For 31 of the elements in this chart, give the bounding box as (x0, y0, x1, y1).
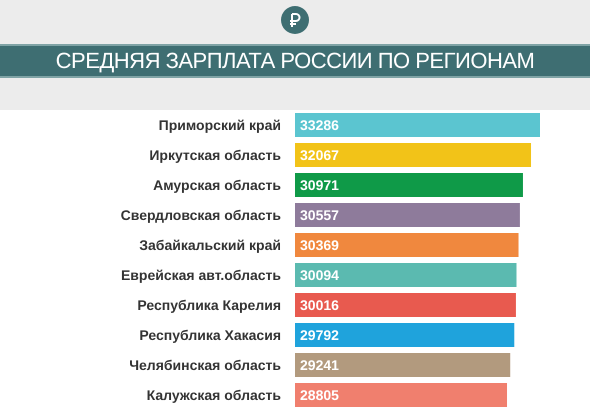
data-label: 30557 (300, 206, 340, 223)
y-tick-label: Иркутская область (149, 146, 282, 163)
data-label: 30971 (300, 176, 340, 193)
y-tick-label: Республика Хакасия (139, 326, 281, 343)
y-tick-label: Свердловская область (120, 206, 282, 223)
y-tick-label: Амурская область (153, 176, 282, 193)
y-tick-label: Челябинская область (129, 356, 282, 373)
y-tick-label: Еврейская авт.область (120, 266, 282, 283)
y-tick-label: Республика Карелия (137, 296, 281, 313)
bar (295, 143, 532, 167)
y-tick-label: Забайкальский край (139, 236, 281, 253)
data-label: 30016 (300, 296, 340, 313)
data-label: 30094 (300, 266, 340, 283)
chart-title: СРЕДНЯЯ ЗАРПЛАТА РОССИИ ПО РЕГИОНАМ (0, 44, 590, 78)
data-label: 30369 (300, 236, 340, 253)
bar (295, 113, 540, 137)
data-label: 33286 (300, 116, 340, 133)
bar (295, 203, 520, 227)
data-label: 28805 (300, 386, 340, 403)
data-label: 29792 (300, 326, 340, 343)
y-tick-label: Калужская область (146, 386, 282, 403)
bar (295, 263, 517, 287)
bar (295, 323, 514, 347)
y-tick-label: Приморский край (158, 116, 281, 133)
data-label: 32067 (300, 146, 340, 163)
data-label: 29241 (300, 356, 340, 373)
bar (295, 233, 519, 257)
bar (295, 173, 523, 197)
bar (295, 353, 510, 377)
bar (295, 383, 508, 407)
bar (295, 293, 516, 317)
